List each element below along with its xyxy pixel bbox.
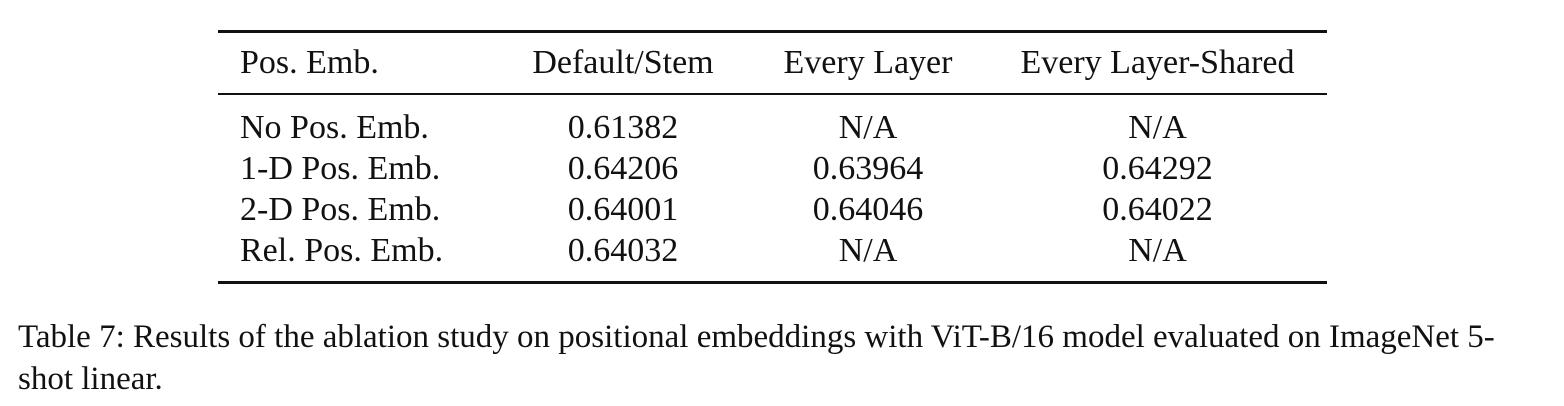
cell-every-layer: N/A xyxy=(838,109,898,146)
cell-every-layer: 0.64046 xyxy=(812,191,924,228)
header-default-stem: Default/Stem xyxy=(532,44,714,81)
cell-every-layer-shared: N/A xyxy=(1128,109,1187,146)
header-pos-emb: Pos. Emb. xyxy=(240,44,379,81)
row-label: No Pos. Emb. xyxy=(240,109,429,146)
ablation-table-body: No Pos. Emb. 0.61382 N/A N/A 1-D Pos. Em… xyxy=(218,107,1327,271)
table-row: No Pos. Emb. 0.61382 N/A N/A xyxy=(218,107,1327,148)
row-label: 2-D Pos. Emb. xyxy=(240,191,441,228)
cell-every-layer-shared: 0.64022 xyxy=(1102,191,1213,228)
cell-every-layer: N/A xyxy=(838,232,898,269)
table-caption: Table 7: Results of the ablation study o… xyxy=(18,319,1495,397)
cell-default-stem: 0.61382 xyxy=(567,109,679,146)
table-bottom-rule xyxy=(218,281,1327,284)
table-row: Rel. Pos. Emb. 0.64032 N/A N/A xyxy=(218,230,1327,271)
table-row: 2-D Pos. Emb. 0.64001 0.64046 0.64022 xyxy=(218,189,1327,230)
row-label: 1-D Pos. Emb. xyxy=(240,150,441,187)
table-top-rule xyxy=(218,30,1327,33)
cell-default-stem: 0.64206 xyxy=(567,150,679,187)
row-label: Rel. Pos. Emb. xyxy=(240,232,444,269)
table-header-row: Pos. Emb. Default/Stem Every Layer Every… xyxy=(218,33,1327,93)
header-every-layer-shared: Every Layer-Shared xyxy=(1020,44,1295,81)
table-mid-rule xyxy=(218,93,1327,95)
cell-every-layer-shared: 0.64292 xyxy=(1102,150,1213,187)
cell-default-stem: 0.64032 xyxy=(567,232,679,269)
header-every-layer: Every Layer xyxy=(783,44,953,81)
results-table-container: Pos. Emb. Default/Stem Every Layer Every… xyxy=(218,30,1327,284)
cell-default-stem: 0.64001 xyxy=(567,191,679,228)
cell-every-layer-shared: N/A xyxy=(1128,232,1187,269)
cell-every-layer: 0.63964 xyxy=(812,150,924,187)
table-row: 1-D Pos. Emb. 0.64206 0.63964 0.64292 xyxy=(218,148,1327,189)
ablation-table: Pos. Emb. Default/Stem Every Layer Every… xyxy=(218,33,1327,93)
